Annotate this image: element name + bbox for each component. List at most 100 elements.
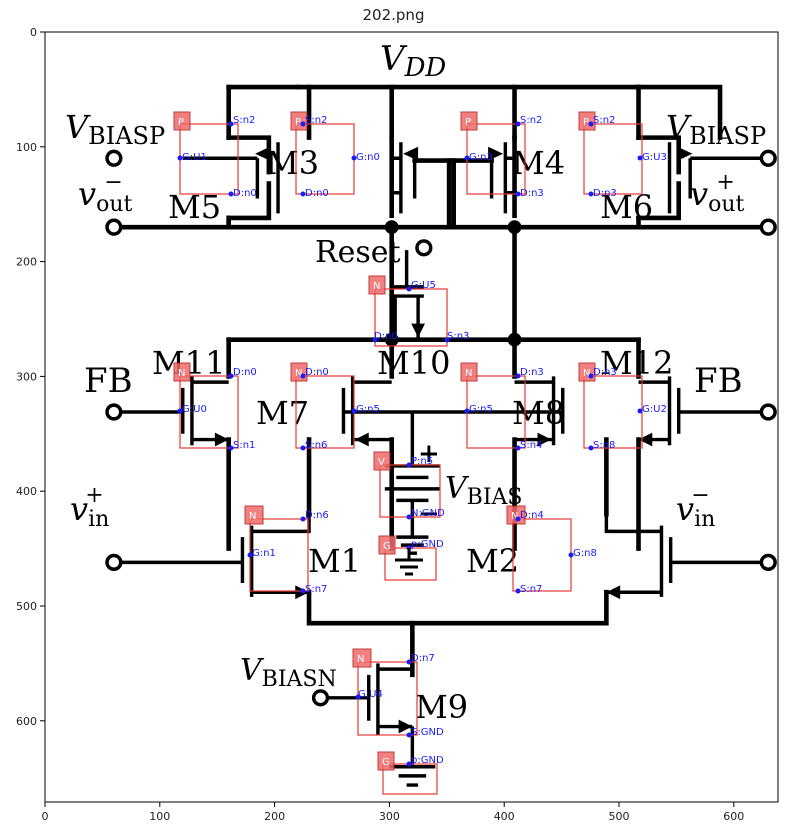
pin-label: G:n5 xyxy=(356,404,380,415)
pin-dot xyxy=(228,373,234,379)
vdd-label: VDD xyxy=(380,39,446,83)
x-tick-label: 500 xyxy=(609,810,630,823)
pin-dot xyxy=(406,659,412,665)
node-dot xyxy=(507,332,522,347)
axis-ticks: 0 100 200 300 400 500 600 0 100 200 300 400 500 600 xyxy=(16,26,744,823)
vdd-drops xyxy=(296,84,641,140)
pin-label: G:U4 xyxy=(358,689,383,700)
pin-dot xyxy=(228,445,234,451)
y-tick-label: 600 xyxy=(16,715,37,728)
m8-annotation-tag xyxy=(460,362,478,382)
m5-annotation-tag xyxy=(173,111,191,131)
pin-dot xyxy=(300,445,306,451)
pin-label: D:n0 xyxy=(374,331,398,342)
pin-label: S:n2 xyxy=(233,115,255,126)
x-tick-label: 200 xyxy=(264,810,285,823)
pin-label: G:U2 xyxy=(642,404,667,415)
pin-label: G:U0 xyxy=(182,404,207,415)
pin-dot xyxy=(372,337,378,343)
pin-dot xyxy=(515,373,521,379)
pin-label: p:GND xyxy=(411,539,444,550)
m10-tag-text: N xyxy=(373,281,380,292)
pin-dot xyxy=(515,445,521,451)
m8-label: M8 xyxy=(512,394,565,432)
y-tick-label: 500 xyxy=(16,600,37,613)
vdd-drop-m6 xyxy=(636,84,723,140)
vbias-label: VBIAS xyxy=(445,471,523,510)
pin-label: G:U3 xyxy=(642,152,667,163)
pin-dot xyxy=(247,552,253,558)
m4-tag-text: P xyxy=(465,117,471,128)
pin-label: G:U1 xyxy=(182,152,207,163)
vbias-plus-sign: + xyxy=(418,439,440,469)
pin-dot xyxy=(300,516,306,522)
pin-label: D:n0 xyxy=(305,188,329,199)
circuit-labels: VDD VBIASP VBIASP vout− vout+ Reset FB F… xyxy=(65,39,766,726)
m5-tag-text: P xyxy=(178,117,184,128)
m12-tag-text: N xyxy=(583,368,590,379)
pin-label: D:n7 xyxy=(411,653,435,664)
pin-label: D:n0 xyxy=(233,367,257,378)
gnd2-tag-text: G xyxy=(382,757,390,768)
fb-left-label: FB xyxy=(84,361,133,401)
pin-dot xyxy=(464,155,470,161)
vout-minus-label: vout− xyxy=(78,170,132,217)
m10-label: M10 xyxy=(377,344,450,382)
m1-label: M1 xyxy=(308,542,361,580)
pin-dot xyxy=(588,373,594,379)
m2-annotation-tag xyxy=(506,505,526,525)
pin-label: S:n8 xyxy=(593,440,615,451)
pin-dot xyxy=(300,373,306,379)
pin-label: G:n3 xyxy=(469,152,493,163)
x-tick-label: 300 xyxy=(379,810,400,823)
source-drops xyxy=(226,437,641,551)
pin-dot xyxy=(515,191,521,197)
m2-label: M2 xyxy=(466,542,519,580)
vout-drops xyxy=(226,215,641,230)
vout-plus-label: vout+ xyxy=(690,170,744,217)
gnd2-annotation-tag xyxy=(377,751,395,771)
vin-minus-label: vin− xyxy=(676,483,715,532)
pin-label: S:n2 xyxy=(520,115,542,126)
pin-label: S:n2 xyxy=(593,115,615,126)
pin-dot xyxy=(355,694,361,700)
pin-dot xyxy=(300,588,306,594)
m3-label: M3 xyxy=(266,144,319,182)
pin-dot xyxy=(406,286,412,292)
pin-dot xyxy=(177,408,183,414)
fb-right-label: FB xyxy=(694,361,743,401)
pin-label: S:n7 xyxy=(305,584,327,595)
vbiasp-left-label: VBIASP xyxy=(65,108,165,150)
m9-annotation-tag xyxy=(352,648,372,668)
y-tick-label: 200 xyxy=(16,256,37,269)
m10-annotation-tag xyxy=(368,275,386,295)
pin-label: P:n5 xyxy=(411,456,433,467)
pin-label: S:n3 xyxy=(447,331,469,342)
vbias-annotation-tag xyxy=(373,451,391,471)
pin-dot xyxy=(177,155,183,161)
pin-dot xyxy=(406,761,412,767)
pin-label: D:n3 xyxy=(520,188,544,199)
m4-annotation-tag xyxy=(460,111,478,131)
pin-label: p:GND xyxy=(411,755,444,766)
m8-tag-text: N xyxy=(465,368,472,379)
node-dot xyxy=(384,332,399,347)
gnd1-symbol xyxy=(395,548,423,576)
m7-tag-text: N xyxy=(295,368,302,379)
node-dot xyxy=(507,220,522,235)
pin-dot xyxy=(406,732,412,738)
pin-dot xyxy=(588,121,594,127)
circuit-drawing xyxy=(105,84,777,787)
pin-dot xyxy=(444,337,450,343)
pin-dot xyxy=(588,191,594,197)
m11-annotation-tag xyxy=(173,362,191,382)
m9-symbol xyxy=(320,620,436,787)
pin-label: D:n6 xyxy=(305,510,329,521)
m9-label: M9 xyxy=(415,688,468,726)
m7-label: M7 xyxy=(256,394,309,432)
x-tick-label: 400 xyxy=(494,810,515,823)
pin-label: G:n8 xyxy=(573,548,597,559)
y-tick-label: 300 xyxy=(16,370,37,383)
pin-dot xyxy=(406,462,412,468)
